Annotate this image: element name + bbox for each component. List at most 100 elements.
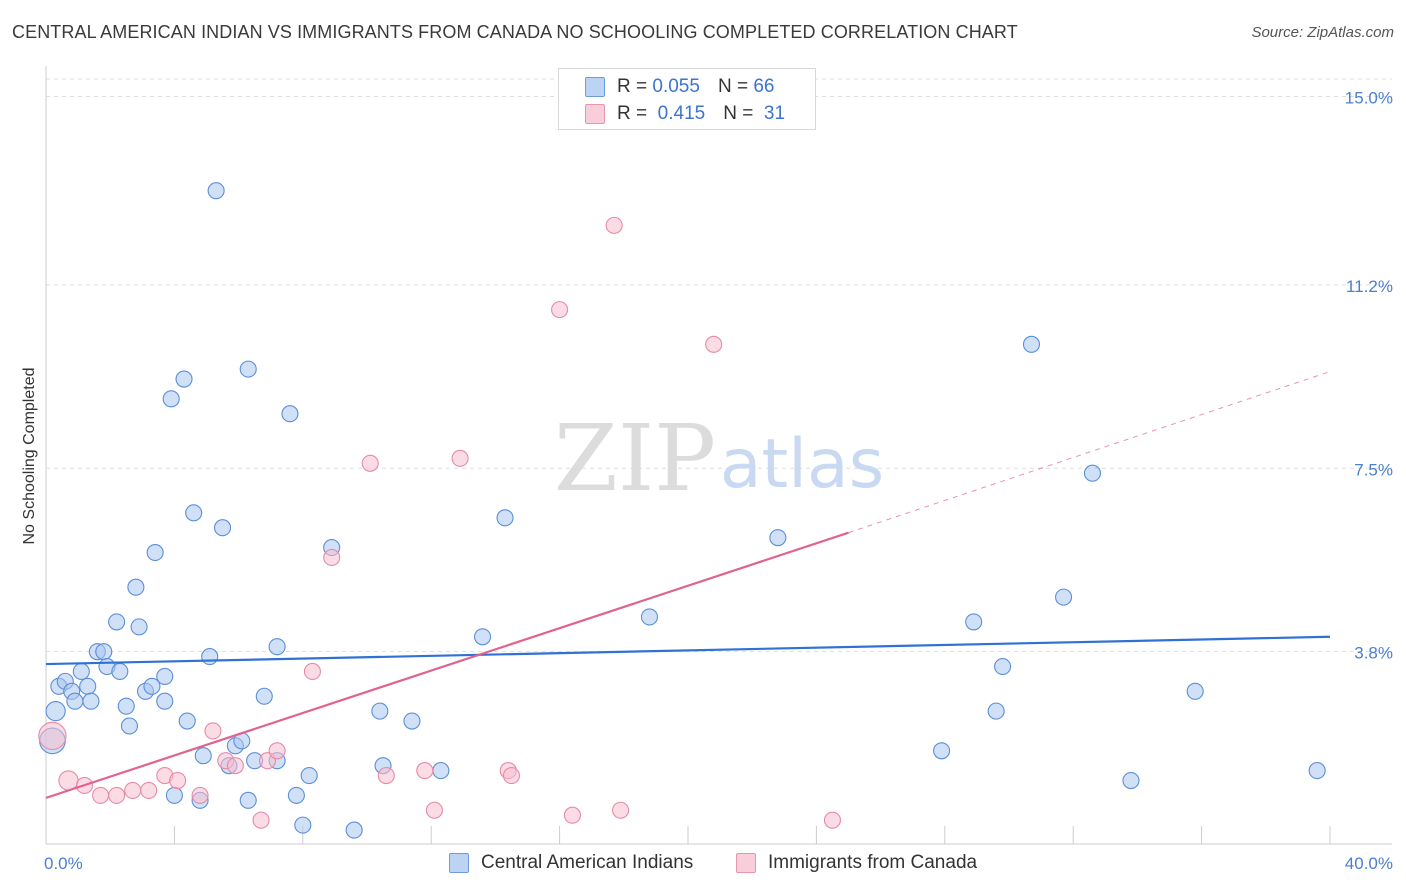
data-point-blue (239, 360, 257, 378)
data-point-blue (146, 543, 164, 562)
data-point-blue (185, 504, 203, 522)
data-point-blue (268, 638, 286, 656)
y-tick-label: 7.5% (1354, 460, 1393, 479)
legend-r-value: 0.055 (652, 76, 700, 97)
data-point-blue (965, 613, 983, 631)
data-point-blue (287, 786, 305, 804)
data-point-blue (120, 717, 139, 735)
data-point-pink (451, 449, 469, 467)
data-point-pink (108, 786, 126, 804)
legend-r-label: R = (617, 76, 648, 97)
data-point-blue (239, 791, 257, 809)
series-legend: Central American Indians Immigrants from… (0, 852, 1406, 878)
data-point-blue (130, 618, 148, 636)
series-legend-label-blue: Central American Indians (481, 852, 694, 873)
data-point-blue (162, 390, 180, 408)
data-point-blue (127, 578, 145, 596)
data-point-pink (502, 767, 521, 785)
data-point-pink (563, 806, 581, 824)
data-point-pink (551, 301, 569, 319)
x-tick-label: 0.0% (44, 854, 83, 873)
y-axis-label: No Schooling Completed (21, 368, 38, 545)
data-point-blue (156, 667, 174, 685)
legend-n-label: N = (723, 103, 754, 124)
data-point-blue (496, 509, 514, 527)
data-point-blue (194, 747, 212, 765)
series-immigrants-from-canada (38, 216, 842, 829)
data-point-blue (156, 692, 174, 710)
series-legend-item-blue: Central American Indians (449, 852, 693, 874)
data-point-blue (300, 767, 318, 785)
tick-labels: 3.8% 7.5% 11.2% 15.0% 0.0% 40.0% (44, 89, 1393, 874)
data-point-blue (345, 821, 363, 839)
data-point-blue (214, 519, 232, 537)
data-point-pink (92, 786, 110, 804)
x-tick-label: 40.0% (1345, 854, 1393, 873)
y-tick-label: 15.0% (1345, 89, 1393, 108)
series-legend-swatch-blue (449, 853, 469, 873)
trend-line-blue (45, 635, 1331, 666)
data-point-blue (111, 662, 129, 681)
series-legend-swatch-pink (736, 853, 756, 873)
data-point-pink (191, 786, 209, 804)
data-point-blue (432, 762, 450, 780)
legend-n-value: 66 (753, 76, 775, 97)
source-label: Source: ZipAtlas.com (1251, 24, 1394, 41)
data-point-blue (371, 702, 389, 720)
data-point-blue (255, 687, 273, 705)
legend-r-label: R = (617, 103, 648, 124)
data-point-pink (605, 216, 623, 234)
data-point-blue (108, 613, 126, 631)
data-point-pink (226, 757, 244, 775)
correlation-legend: R = 0.055 N = 66 R = 0.415 N = 31 (558, 68, 816, 130)
watermark-zip: ZIP (554, 405, 716, 512)
data-point-blue (294, 816, 312, 834)
data-point-blue (1186, 682, 1204, 700)
legend-n-value: 31 (763, 103, 786, 124)
data-point-blue (403, 712, 421, 730)
data-point-blue (474, 628, 492, 646)
data-point-blue (1022, 335, 1041, 353)
trend-line-pink (45, 531, 849, 799)
data-point-blue (117, 697, 135, 715)
data-point-blue (207, 182, 225, 200)
data-point-blue (175, 370, 193, 388)
y-tick-label: 3.8% (1354, 644, 1393, 663)
data-point-blue (143, 677, 161, 695)
trend-line-pink-projection (848, 371, 1331, 534)
data-point-pink (612, 801, 630, 819)
data-point-pink (252, 811, 270, 829)
data-point-blue (66, 692, 84, 710)
data-point-pink (268, 742, 286, 760)
data-point-blue (933, 742, 951, 760)
data-point-pink (169, 771, 187, 790)
data-point-blue (1083, 464, 1102, 482)
y-tick-label: 11.2% (1346, 277, 1393, 296)
series-legend-item-pink: Immigrants from Canada (736, 852, 977, 874)
data-point-blue (95, 643, 113, 661)
data-point-pink (705, 335, 723, 353)
data-point-blue (82, 692, 100, 710)
data-point-blue (1122, 771, 1140, 790)
data-point-pink (124, 781, 142, 799)
trend-lines (45, 371, 1331, 799)
legend-row-pink: R = 0.415 N = 31 (585, 102, 785, 126)
data-point-blue (72, 662, 90, 681)
legend-r-value: 0.415 (657, 103, 706, 124)
data-point-pink (303, 662, 321, 681)
legend-row-blue: R = 0.055 N = 66 (585, 75, 774, 99)
data-point-pink (425, 801, 443, 819)
data-point-blue (178, 712, 196, 730)
legend-swatch-pink (585, 104, 605, 124)
data-point-blue (1055, 588, 1073, 606)
data-point-blue (987, 702, 1005, 720)
data-point-pink (204, 722, 222, 740)
legend-n-label: N = (717, 76, 749, 97)
series-legend-label-pink: Immigrants from Canada (768, 852, 978, 873)
data-point-pink (140, 781, 158, 799)
data-point-blue (281, 405, 299, 423)
watermark-atlas: atlas (720, 425, 884, 504)
data-point-pink (377, 767, 395, 785)
data-point-pink (361, 454, 379, 472)
